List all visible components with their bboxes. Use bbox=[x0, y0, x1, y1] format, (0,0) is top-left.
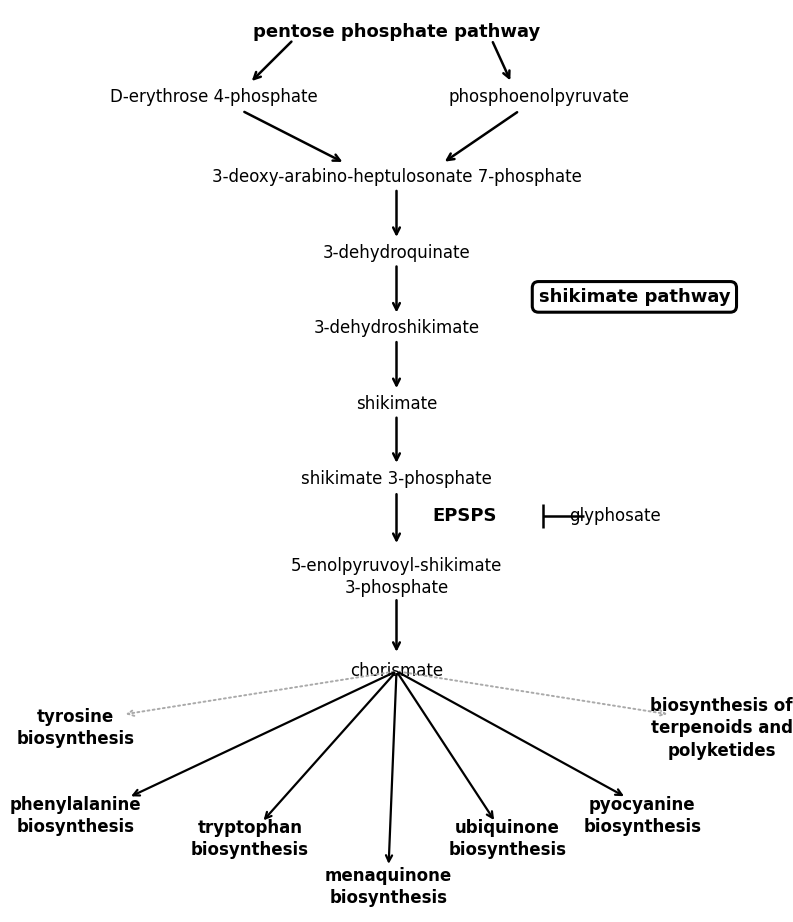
Text: shikimate 3-phosphate: shikimate 3-phosphate bbox=[301, 470, 492, 489]
Text: menaquinone
biosynthesis: menaquinone biosynthesis bbox=[325, 867, 452, 907]
Text: pentose phosphate pathway: pentose phosphate pathway bbox=[253, 23, 540, 41]
Text: glyphosate: glyphosate bbox=[569, 507, 661, 526]
Text: 3-dehydroquinate: 3-dehydroquinate bbox=[323, 243, 470, 262]
Text: tyrosine
biosynthesis: tyrosine biosynthesis bbox=[17, 708, 134, 749]
Text: pyocyanine
biosynthesis: pyocyanine biosynthesis bbox=[584, 796, 701, 836]
Text: shikimate pathway: shikimate pathway bbox=[538, 288, 730, 306]
Text: chorismate: chorismate bbox=[350, 662, 443, 680]
Text: phenylalanine
biosynthesis: phenylalanine biosynthesis bbox=[10, 796, 141, 836]
Text: tryptophan
biosynthesis: tryptophan biosynthesis bbox=[191, 819, 308, 859]
Text: 5-enolpyruvoyl-shikimate
3-phosphate: 5-enolpyruvoyl-shikimate 3-phosphate bbox=[291, 557, 502, 597]
Text: ubiquinone
biosynthesis: ubiquinone biosynthesis bbox=[449, 819, 566, 859]
Text: EPSPS: EPSPS bbox=[432, 507, 496, 526]
Text: shikimate: shikimate bbox=[356, 395, 437, 413]
Text: D-erythrose 4-phosphate: D-erythrose 4-phosphate bbox=[110, 88, 318, 106]
Text: 3-deoxy-arabino-heptulosonate 7-phosphate: 3-deoxy-arabino-heptulosonate 7-phosphat… bbox=[212, 168, 581, 186]
Text: phosphoenolpyruvate: phosphoenolpyruvate bbox=[449, 88, 630, 106]
Text: 3-dehydroshikimate: 3-dehydroshikimate bbox=[313, 319, 480, 337]
Text: biosynthesis of
terpenoids and
polyketides: biosynthesis of terpenoids and polyketid… bbox=[650, 697, 793, 760]
